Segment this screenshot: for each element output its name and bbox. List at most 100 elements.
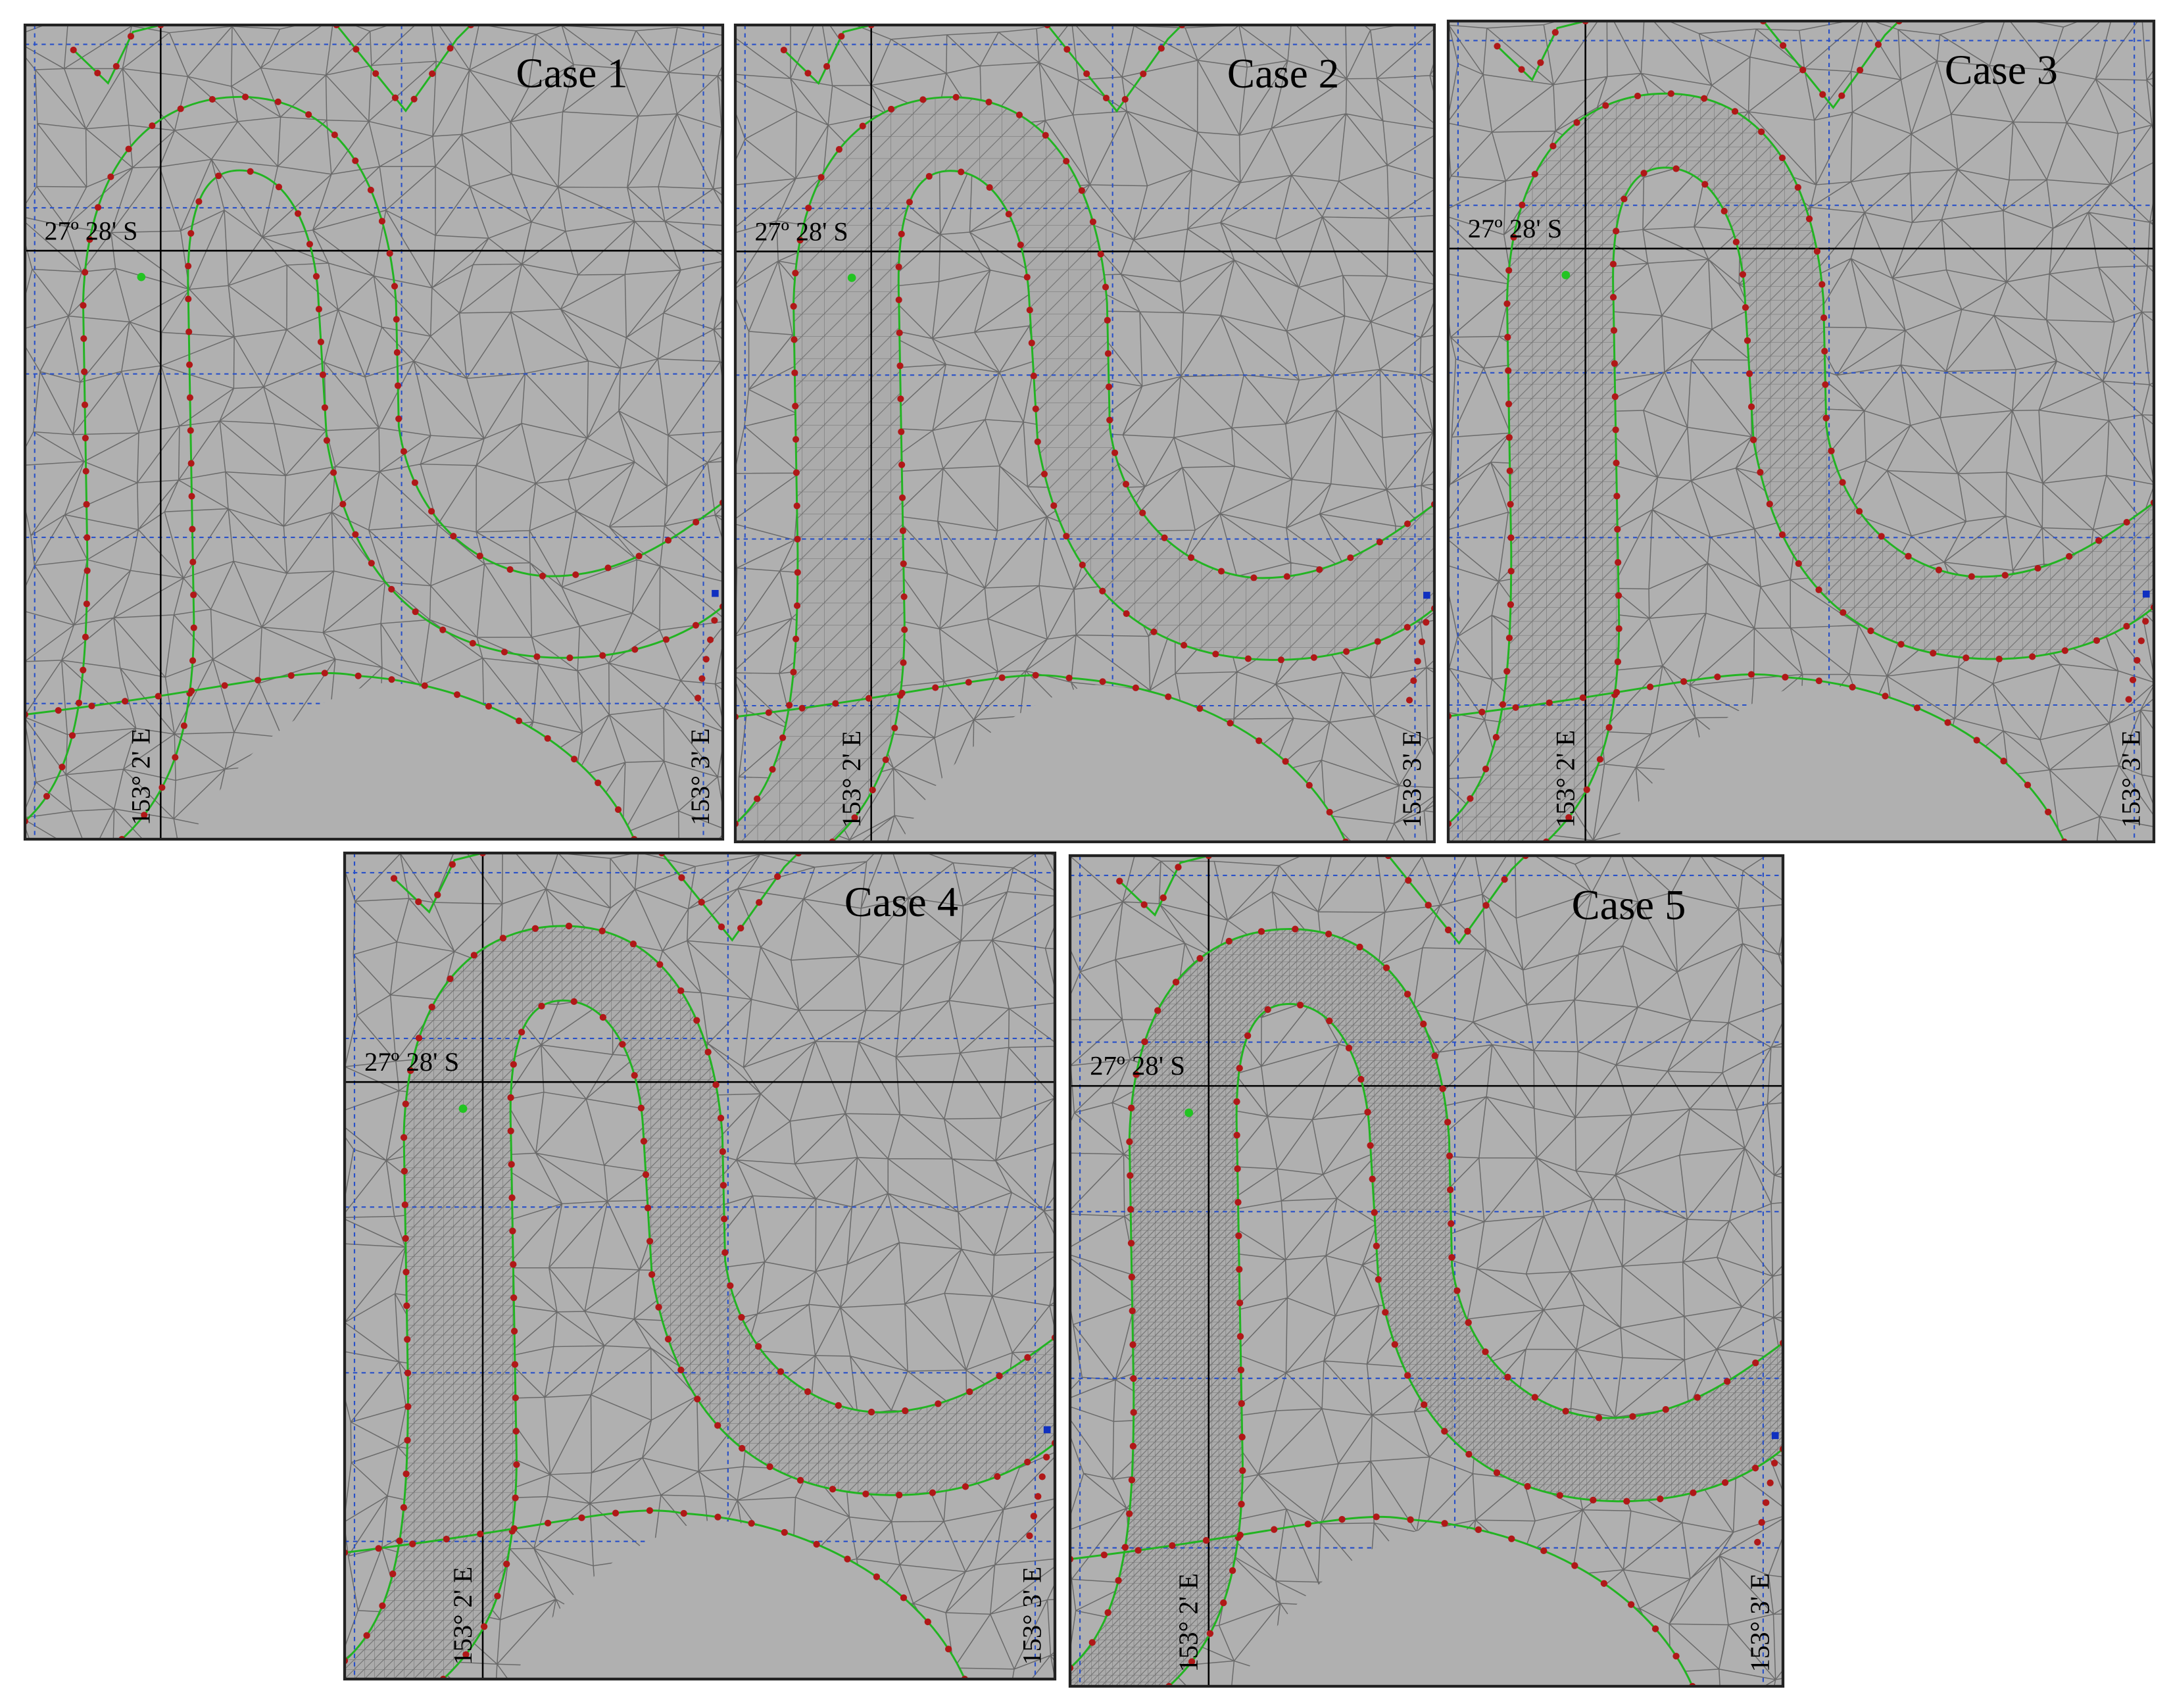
boundary-node	[1115, 1576, 1122, 1584]
longitude-label: 153° 3' E	[1397, 731, 1427, 828]
boundary-node	[510, 1327, 518, 1335]
boundary	[1496, 21, 1586, 82]
boundary-node	[1212, 650, 1219, 658]
boundary-node	[1404, 520, 1411, 527]
boundary-node	[294, 210, 302, 217]
boundary-node	[513, 1461, 520, 1468]
boundary-node	[122, 698, 129, 705]
boundary-node	[1127, 1172, 1134, 1179]
boundary-node	[180, 722, 187, 729]
boundary-node	[1375, 1276, 1382, 1283]
boundary-node	[1745, 370, 1753, 378]
boundary-node	[2095, 537, 2103, 545]
boundary-node	[1478, 708, 1486, 716]
boundary-node	[898, 494, 906, 501]
boundary-node	[1849, 683, 1856, 691]
river-fine-mesh	[1070, 929, 1783, 1687]
boundary-node	[1614, 658, 1622, 666]
boundary-node	[1423, 619, 1430, 626]
boundary-node	[1032, 405, 1039, 412]
boundary-node	[1857, 66, 1864, 74]
boundary-node	[1089, 218, 1097, 226]
boundary-node	[780, 46, 787, 54]
boundary-node	[401, 1167, 408, 1175]
boundary-node	[1441, 1520, 1448, 1527]
boundary-node	[1244, 655, 1252, 662]
boundary-node	[1121, 1544, 1129, 1551]
boundary-node	[1613, 493, 1621, 500]
boundary-node	[2129, 676, 2137, 683]
land-area	[514, 1520, 965, 1679]
boundary-node	[637, 1104, 645, 1111]
boundary-node	[1102, 94, 1110, 102]
boundary-node	[393, 349, 401, 356]
boundary-node	[1116, 877, 1123, 885]
boundary-node	[1026, 306, 1033, 314]
boundary-node	[702, 656, 710, 663]
marker-point	[137, 272, 146, 281]
boundary-node	[485, 702, 493, 710]
boundary-node	[1504, 1373, 1511, 1381]
boundary-node	[1839, 479, 1846, 486]
boundary-node	[394, 382, 402, 389]
boundary-node	[1256, 737, 1263, 744]
panel-title: Case 4	[844, 879, 958, 925]
boundary-node	[1234, 1165, 1241, 1173]
boundary-node	[1739, 271, 1747, 278]
panel-content: Case 5 27º 28' S 153° 2' E 153° 3' E	[1070, 856, 1783, 1687]
boundary-node	[2093, 637, 2101, 645]
boundary-node	[1795, 560, 1802, 567]
boundary-node	[1602, 102, 1609, 109]
boundary-node	[1467, 795, 1474, 802]
boundary-node	[1506, 467, 1513, 475]
boundary-node	[2137, 637, 2145, 645]
boundary-node	[1229, 1567, 1236, 1574]
boundary-node	[1404, 1372, 1411, 1379]
boundary-node	[439, 626, 447, 633]
boundary-node	[1482, 766, 1490, 773]
boundary-node	[851, 814, 858, 821]
boundary-node	[1724, 1378, 1731, 1385]
boundary-node	[1121, 95, 1129, 103]
boundary-node	[1657, 1495, 1664, 1503]
boundary-node	[172, 754, 179, 761]
boundary-node	[1239, 1467, 1246, 1475]
boundary-node	[1040, 470, 1048, 477]
boundary-node	[1821, 347, 1828, 355]
boundary-node	[1130, 1375, 1137, 1382]
boundary-node	[804, 1388, 812, 1396]
boundary-node	[1414, 658, 1421, 665]
boundary-node	[1236, 1531, 1244, 1539]
boundary-node	[1140, 70, 1147, 78]
boundary-node	[82, 468, 89, 475]
boundary-node	[1531, 1394, 1538, 1401]
boundary-node	[692, 622, 700, 629]
boundary-node	[83, 600, 90, 608]
boundary-node	[1505, 401, 1513, 408]
boundary-node	[1780, 42, 1787, 49]
boundary-node	[754, 795, 761, 802]
boundary-node	[1579, 694, 1587, 701]
boundary-node	[1615, 592, 1622, 599]
boundary-node	[388, 676, 395, 683]
boundary-node	[391, 283, 399, 290]
boundary-node	[1503, 668, 1511, 675]
panel-content: Case 4 27º 28' S 153° 2' E 153° 3' E	[345, 853, 1055, 1680]
boundary-node	[1169, 1542, 1176, 1549]
boundary-node	[1005, 210, 1012, 218]
boundary-node	[1283, 573, 1290, 580]
boundary-node	[512, 1427, 520, 1435]
boundary-node	[1063, 533, 1070, 540]
boundary-node	[1244, 1032, 1252, 1039]
boundary-node	[793, 635, 800, 643]
boundary-node	[714, 1422, 721, 1429]
boundary-node	[1505, 634, 1513, 642]
boundary-node	[81, 401, 89, 408]
boundary-node	[1446, 1186, 1454, 1194]
boundary-node	[421, 682, 428, 689]
boundary-node	[888, 105, 895, 112]
longitude-label: 153° 3' E	[1017, 1567, 1047, 1665]
boundary-node	[1621, 195, 1628, 203]
river-fine-mesh	[735, 97, 1435, 842]
boundary-node	[790, 668, 797, 676]
